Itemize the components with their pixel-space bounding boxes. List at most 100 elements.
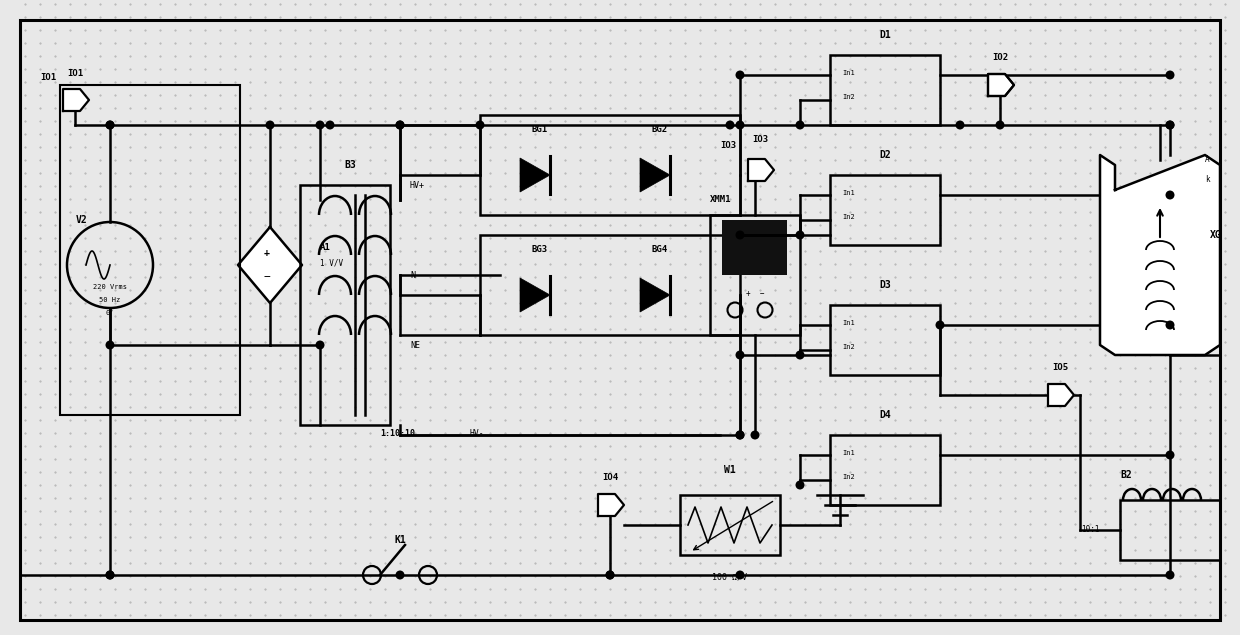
Circle shape — [265, 121, 274, 130]
Text: IO1: IO1 — [67, 69, 83, 77]
Text: 220 Vrms: 220 Vrms — [93, 284, 126, 290]
Circle shape — [475, 121, 485, 130]
Text: BG3: BG3 — [532, 246, 548, 255]
Text: In2: In2 — [842, 474, 854, 480]
Circle shape — [935, 321, 945, 330]
Text: HV-: HV- — [470, 429, 485, 438]
Circle shape — [315, 121, 325, 130]
Text: IO3: IO3 — [720, 140, 737, 149]
Text: IO1: IO1 — [40, 72, 56, 81]
Text: 1 V/V: 1 V/V — [320, 258, 343, 267]
Circle shape — [796, 121, 805, 130]
Text: 0°: 0° — [105, 310, 114, 316]
Text: D2: D2 — [879, 150, 890, 160]
Text: 50 Hz: 50 Hz — [99, 297, 120, 303]
Circle shape — [735, 431, 744, 439]
Polygon shape — [1048, 384, 1074, 406]
Bar — [830, 435, 940, 505]
Text: 10:1: 10:1 — [1081, 526, 1100, 535]
Bar — [300, 185, 391, 425]
Circle shape — [796, 231, 805, 239]
Circle shape — [605, 570, 615, 580]
Text: W1: W1 — [724, 465, 735, 475]
Circle shape — [735, 70, 744, 79]
Text: V2: V2 — [76, 215, 88, 225]
Text: IO5: IO5 — [1052, 363, 1068, 371]
Bar — [60, 85, 241, 415]
Circle shape — [735, 431, 744, 439]
Circle shape — [956, 121, 965, 130]
Circle shape — [605, 570, 615, 580]
Circle shape — [396, 570, 404, 580]
Circle shape — [315, 340, 325, 349]
Text: D3: D3 — [879, 280, 890, 290]
Circle shape — [105, 570, 114, 580]
Text: In1: In1 — [842, 450, 854, 456]
Text: In1: In1 — [842, 190, 854, 196]
Circle shape — [105, 121, 114, 130]
Circle shape — [996, 121, 1004, 130]
Polygon shape — [748, 159, 774, 181]
Bar — [711, 215, 800, 335]
Text: 100 Ω/V: 100 Ω/V — [713, 573, 748, 582]
Text: BG2: BG2 — [652, 126, 668, 135]
Circle shape — [735, 570, 744, 580]
Text: In1: In1 — [842, 70, 854, 76]
Text: D4: D4 — [879, 410, 890, 420]
Text: In2: In2 — [842, 214, 854, 220]
Bar — [480, 235, 740, 335]
Text: HV+: HV+ — [410, 180, 425, 189]
Bar — [830, 305, 940, 375]
Text: A: A — [1205, 156, 1210, 164]
Polygon shape — [598, 494, 624, 516]
Text: In2: In2 — [842, 344, 854, 350]
Circle shape — [105, 340, 114, 349]
Text: D1: D1 — [879, 30, 890, 40]
Circle shape — [1166, 121, 1174, 130]
Circle shape — [1166, 570, 1174, 580]
Text: In2: In2 — [842, 94, 854, 100]
Circle shape — [1166, 70, 1174, 79]
Polygon shape — [640, 158, 670, 192]
Text: N: N — [410, 271, 415, 279]
Circle shape — [735, 231, 744, 239]
Circle shape — [1166, 450, 1174, 460]
Circle shape — [750, 431, 759, 439]
Circle shape — [396, 121, 404, 130]
Text: B3: B3 — [345, 160, 356, 170]
Circle shape — [1166, 321, 1174, 330]
Polygon shape — [1100, 155, 1220, 355]
Text: A1: A1 — [320, 243, 331, 251]
Circle shape — [1166, 121, 1174, 130]
Text: XMM1: XMM1 — [711, 196, 732, 204]
Polygon shape — [640, 278, 670, 312]
Bar — [830, 175, 940, 245]
Circle shape — [1166, 190, 1174, 199]
Polygon shape — [520, 278, 551, 312]
Circle shape — [105, 121, 114, 130]
Text: −: − — [264, 272, 270, 282]
Polygon shape — [63, 89, 89, 111]
Text: B2: B2 — [1120, 470, 1132, 480]
Bar — [830, 55, 940, 125]
Bar — [680, 495, 780, 555]
Circle shape — [796, 351, 805, 359]
Text: +: + — [264, 248, 270, 258]
Polygon shape — [238, 227, 303, 303]
Text: +  −: + − — [745, 288, 764, 298]
Text: IO3: IO3 — [751, 135, 768, 145]
Text: IO2: IO2 — [992, 53, 1008, 62]
Circle shape — [796, 481, 805, 490]
Polygon shape — [520, 158, 551, 192]
Circle shape — [735, 121, 744, 130]
Polygon shape — [988, 74, 1014, 96]
Text: NE: NE — [410, 340, 420, 349]
Circle shape — [105, 570, 114, 580]
Bar — [1120, 500, 1220, 560]
Circle shape — [396, 121, 404, 130]
Circle shape — [735, 351, 744, 359]
Bar — [722, 220, 787, 275]
Bar — [480, 115, 740, 215]
Circle shape — [325, 121, 335, 130]
Text: BG1: BG1 — [532, 126, 548, 135]
